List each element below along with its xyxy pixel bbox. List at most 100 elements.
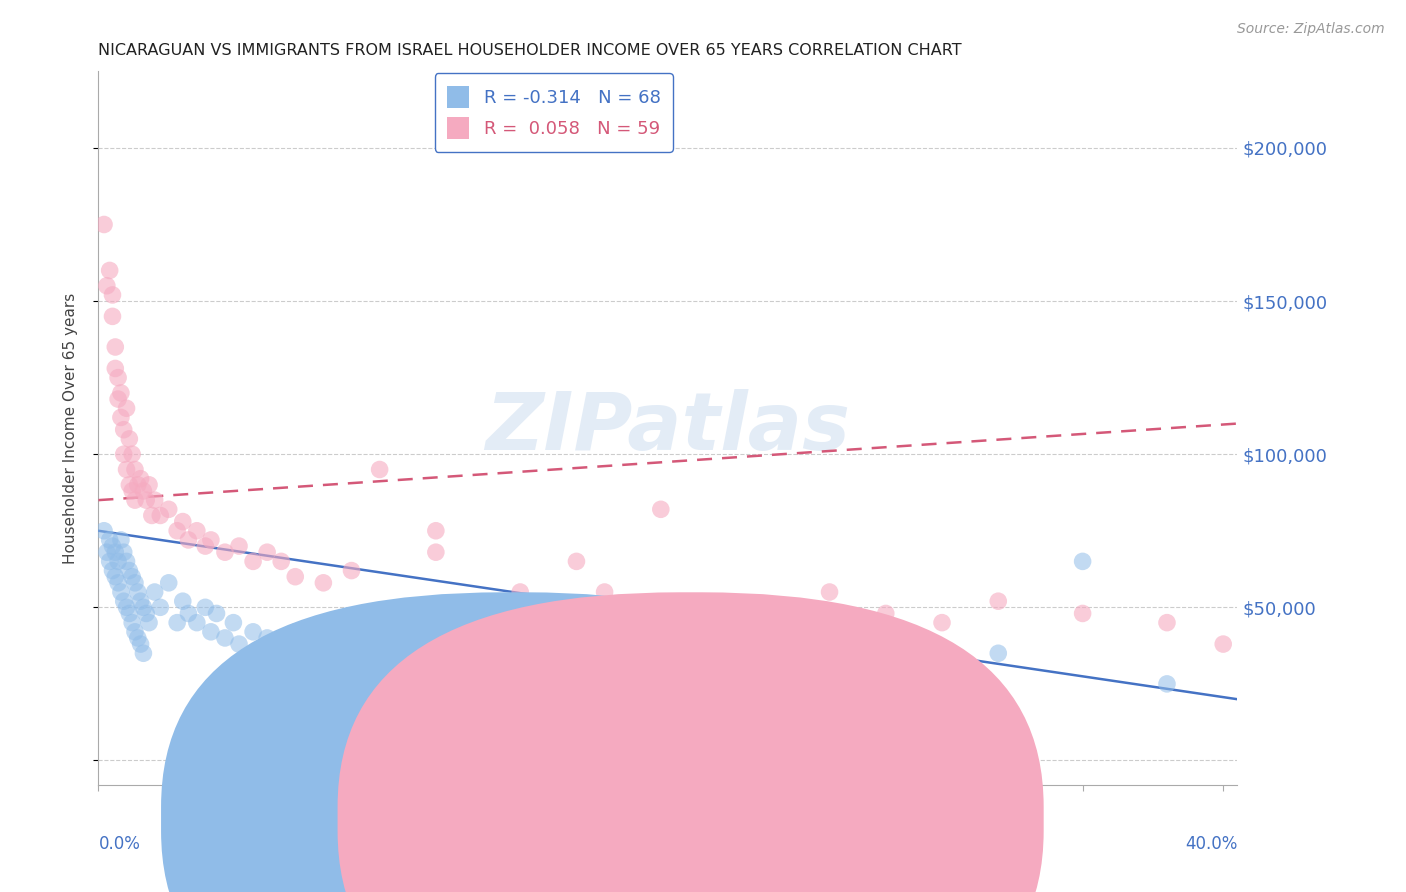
Point — [509, 646, 531, 660]
Point — [172, 515, 194, 529]
Point — [228, 539, 250, 553]
Point — [107, 392, 129, 406]
Point — [127, 585, 149, 599]
Point — [121, 615, 143, 630]
Point — [186, 615, 208, 630]
Point — [93, 524, 115, 538]
Point — [110, 410, 132, 425]
Point — [425, 646, 447, 660]
Point — [129, 594, 152, 608]
Point — [157, 575, 180, 590]
Point — [118, 607, 141, 621]
Text: ZIPatlas: ZIPatlas — [485, 389, 851, 467]
Point — [706, 646, 728, 660]
Point — [875, 607, 897, 621]
Point — [132, 600, 155, 615]
Point — [132, 646, 155, 660]
Point — [875, 667, 897, 681]
Point — [256, 545, 278, 559]
Point — [537, 656, 560, 670]
Point — [177, 533, 200, 547]
Point — [138, 478, 160, 492]
Point — [312, 631, 335, 645]
Point — [368, 631, 391, 645]
Point — [270, 554, 292, 568]
Point — [143, 493, 166, 508]
Point — [1071, 554, 1094, 568]
Point — [118, 478, 141, 492]
Point — [172, 594, 194, 608]
Point — [593, 585, 616, 599]
Point — [177, 607, 200, 621]
Point — [110, 533, 132, 547]
Point — [132, 483, 155, 498]
Point — [141, 508, 163, 523]
Text: Source: ZipAtlas.com: Source: ZipAtlas.com — [1237, 22, 1385, 37]
Point — [284, 570, 307, 584]
Point — [96, 278, 118, 293]
Point — [425, 524, 447, 538]
Point — [115, 600, 138, 615]
Point — [118, 432, 141, 446]
Point — [1071, 607, 1094, 621]
Point — [115, 401, 138, 416]
Point — [157, 502, 180, 516]
Point — [135, 607, 157, 621]
Point — [104, 545, 127, 559]
Point — [762, 662, 785, 676]
Point — [222, 615, 245, 630]
Point — [818, 585, 841, 599]
Point — [200, 533, 222, 547]
Point — [112, 423, 135, 437]
Text: NICARAGUAN VS IMMIGRANTS FROM ISRAEL HOUSEHOLDER INCOME OVER 65 YEARS CORRELATIO: NICARAGUAN VS IMMIGRANTS FROM ISRAEL HOU… — [98, 43, 962, 58]
Point — [186, 524, 208, 538]
Point — [115, 462, 138, 476]
Point — [112, 447, 135, 461]
Point — [987, 594, 1010, 608]
Point — [127, 631, 149, 645]
Point — [481, 656, 503, 670]
Point — [135, 493, 157, 508]
Point — [762, 600, 785, 615]
Point — [129, 637, 152, 651]
Text: 0.0%: 0.0% — [98, 835, 141, 853]
Text: Nicaraguans: Nicaraguans — [537, 812, 638, 826]
Point — [205, 607, 228, 621]
Point — [593, 646, 616, 660]
Y-axis label: Householder Income Over 65 years: Householder Income Over 65 years — [63, 293, 77, 564]
Point — [107, 370, 129, 384]
Point — [166, 615, 188, 630]
Point — [396, 637, 419, 651]
Point — [121, 570, 143, 584]
Point — [509, 585, 531, 599]
Point — [425, 545, 447, 559]
Point — [115, 554, 138, 568]
Text: Immigrants from Israel: Immigrants from Israel — [713, 812, 897, 826]
Text: 40.0%: 40.0% — [1185, 835, 1237, 853]
Point — [214, 631, 236, 645]
Point — [228, 637, 250, 651]
Point — [368, 462, 391, 476]
Point — [256, 631, 278, 645]
Point — [104, 340, 127, 354]
Point — [98, 263, 121, 277]
Point — [242, 554, 264, 568]
Point — [270, 637, 292, 651]
Point — [284, 624, 307, 639]
Point — [650, 502, 672, 516]
Point — [931, 615, 953, 630]
Point — [340, 646, 363, 660]
Point — [124, 624, 146, 639]
Point — [107, 575, 129, 590]
Point — [298, 646, 321, 660]
Point — [200, 624, 222, 639]
FancyBboxPatch shape — [162, 592, 868, 892]
Point — [149, 508, 172, 523]
FancyBboxPatch shape — [337, 592, 1043, 892]
Point — [129, 472, 152, 486]
Point — [818, 656, 841, 670]
Point — [124, 462, 146, 476]
Point — [565, 554, 588, 568]
Point — [101, 539, 124, 553]
Point — [1212, 637, 1234, 651]
